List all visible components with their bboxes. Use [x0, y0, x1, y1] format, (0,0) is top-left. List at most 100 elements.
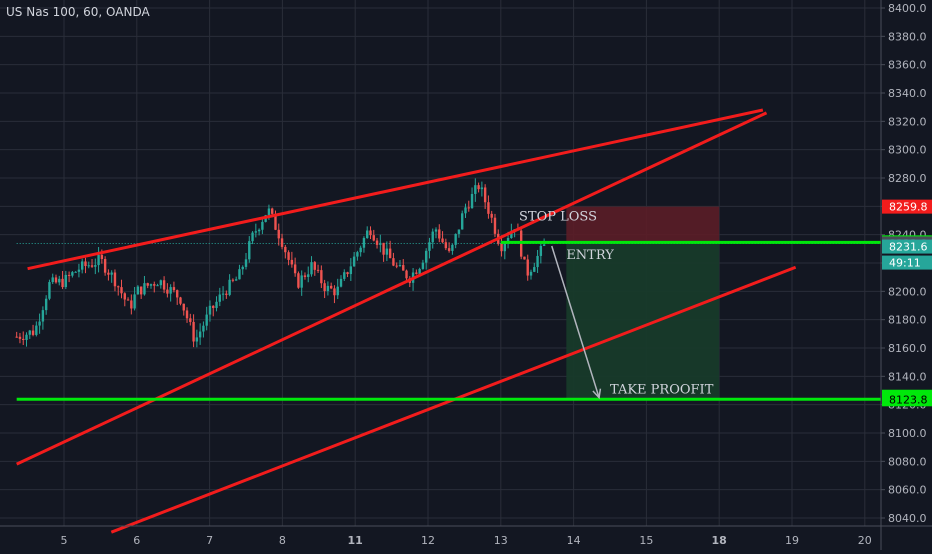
candle-body — [136, 286, 140, 295]
candle-body — [143, 283, 146, 295]
candle-body — [195, 337, 199, 342]
candle-body — [326, 285, 330, 292]
price-tag-bg — [882, 239, 932, 254]
y-tick-label: 8280.0 — [888, 172, 927, 185]
y-tick-label: 8300.0 — [888, 144, 927, 157]
candle-body — [372, 235, 375, 241]
annotation-label: TAKE PROOFIT — [610, 382, 714, 397]
candle-body — [48, 282, 51, 299]
candle-body — [126, 299, 130, 301]
candle-body — [28, 330, 31, 335]
candle-body — [205, 314, 208, 326]
candle-body — [467, 207, 470, 209]
y-tick-label: 8180.0 — [888, 314, 927, 327]
candle-body — [320, 270, 323, 284]
x-tick-label: 12 — [421, 534, 435, 547]
candle-body — [234, 279, 238, 281]
candle-body — [185, 310, 189, 319]
candle-body — [303, 275, 307, 277]
wedge-trendline — [27, 108, 764, 271]
candle-body — [451, 244, 454, 251]
candle-body — [526, 259, 529, 276]
x-tick-label: 7 — [206, 534, 213, 547]
stop-loss-zone — [566, 206, 720, 243]
candle-body — [192, 321, 195, 342]
candle-body — [257, 229, 261, 232]
price-tag-label: 8231.6 — [889, 241, 928, 254]
candle-body — [31, 330, 35, 335]
candle-body — [346, 272, 349, 275]
candle-body — [54, 277, 58, 283]
candle-body — [539, 245, 543, 256]
candle-body — [94, 265, 97, 267]
candle-body — [176, 290, 179, 298]
y-tick-label: 8140.0 — [888, 370, 927, 383]
candle-body — [218, 294, 221, 302]
candle-body — [162, 280, 166, 290]
x-tick-label: 14 — [567, 534, 581, 547]
candle-body — [369, 230, 372, 236]
candle-body — [490, 213, 493, 218]
candle-body — [454, 233, 457, 245]
candle-body — [22, 338, 25, 341]
candle-body — [120, 287, 123, 294]
candle-body — [261, 221, 264, 230]
candle-body — [74, 271, 77, 273]
candle-body — [38, 321, 41, 326]
candle-body — [329, 285, 333, 289]
candle-body — [480, 187, 484, 190]
candle-body — [362, 238, 366, 248]
candle-body — [61, 278, 64, 288]
candle-body — [500, 243, 503, 252]
candle-body — [149, 284, 153, 286]
candle-body — [461, 213, 464, 230]
symbol-title: US Nas 100, 60, OANDA — [6, 5, 150, 19]
candle-body — [97, 254, 100, 266]
arrow-head — [592, 388, 602, 400]
candle-body — [166, 289, 169, 294]
candle-body — [293, 264, 297, 274]
candle-body — [228, 279, 231, 295]
y-tick-label: 8200.0 — [888, 285, 927, 298]
x-tick-label: 13 — [494, 534, 508, 547]
candle-body — [464, 207, 467, 214]
x-tick-label: 19 — [785, 534, 799, 547]
candle-body — [67, 274, 71, 276]
candle-body — [212, 305, 215, 309]
y-tick-label: 8080.0 — [888, 455, 927, 468]
candle-body — [457, 229, 461, 234]
candle-body — [153, 284, 156, 286]
candle-body — [225, 293, 228, 295]
candle-body — [87, 265, 90, 267]
candle-body — [238, 269, 241, 280]
y-tick-label: 8360.0 — [888, 59, 927, 72]
candle-body — [172, 287, 176, 291]
wedge-trendline — [16, 111, 768, 466]
candle-body — [388, 248, 392, 259]
candle-body — [215, 301, 218, 309]
candle-body — [434, 229, 438, 232]
candle-body — [287, 252, 290, 260]
candle-body — [77, 269, 81, 272]
candle-body — [139, 286, 143, 295]
candle-body — [71, 272, 74, 276]
candle-body — [483, 187, 487, 203]
candle-body — [123, 293, 126, 300]
candle-body — [202, 325, 205, 332]
candle-body — [441, 238, 444, 243]
price-tag-label: 49:11 — [889, 257, 921, 270]
x-tick-label: 6 — [133, 534, 140, 547]
x-tick-label: 8 — [279, 534, 286, 547]
take-profit-zone — [566, 242, 720, 400]
candle-body — [536, 255, 539, 268]
candle-body — [529, 271, 533, 276]
candle-body — [44, 298, 48, 311]
candle-body — [107, 272, 110, 275]
x-tick-label: 11 — [348, 534, 363, 547]
candle-body — [431, 231, 434, 243]
candle-body — [90, 265, 94, 267]
candle-body — [64, 274, 68, 288]
candle-body — [415, 272, 418, 274]
